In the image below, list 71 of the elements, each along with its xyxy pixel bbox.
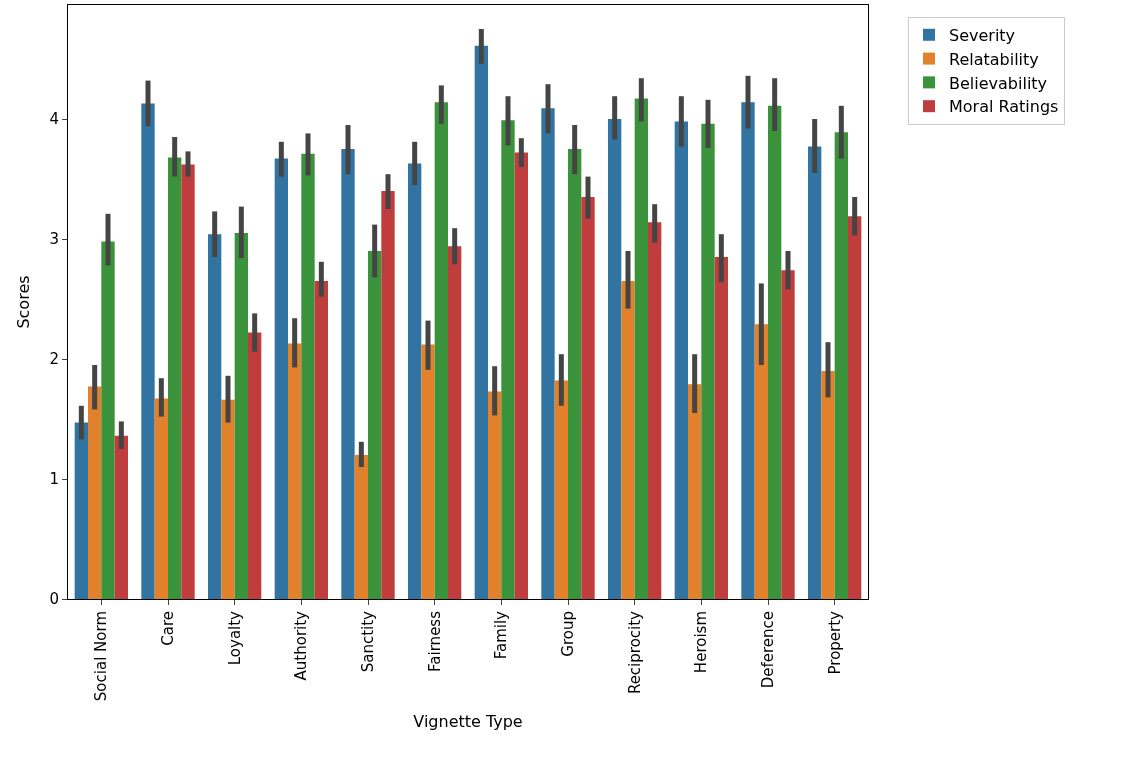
bar: [488, 391, 502, 599]
bar: [341, 149, 355, 599]
x-tick-label: Authority: [292, 610, 311, 681]
bar: [621, 281, 635, 599]
bar: [634, 98, 648, 599]
bar: [848, 216, 862, 599]
bar: [208, 234, 222, 599]
x-tick-label: Property: [825, 610, 844, 675]
x-tick-label: Sanctity: [358, 610, 377, 673]
bar: [408, 163, 422, 599]
bar: [514, 152, 528, 599]
legend-label: Relatability: [949, 49, 1039, 69]
bar: [688, 384, 702, 599]
bar: [448, 246, 462, 599]
bar: [808, 146, 822, 599]
bar: [741, 102, 755, 599]
x-tick-label: Loyalty: [225, 610, 244, 666]
bar: [714, 257, 728, 599]
x-tick-label: Family: [492, 610, 511, 660]
bar: [354, 455, 368, 599]
bar: [141, 103, 155, 599]
x-tick-label: Reciprocity: [625, 610, 644, 695]
bar: [181, 164, 195, 599]
y-axis-title: Scores: [14, 275, 34, 329]
x-tick-label: Heroism: [692, 611, 711, 674]
bar: [568, 149, 582, 599]
bar: [301, 153, 315, 599]
x-axis-title: Vignette Type: [413, 711, 523, 731]
bar: [314, 281, 328, 599]
bar: [541, 108, 555, 599]
bar: [154, 398, 168, 599]
legend-label: Believability: [949, 73, 1048, 93]
bar: [754, 324, 768, 599]
y-tick-label: 0: [49, 590, 59, 609]
y-tick-label: 2: [49, 350, 59, 369]
bar: [608, 119, 622, 599]
bar: [288, 343, 302, 599]
bar: [381, 191, 395, 599]
legend-label: Moral Ratings: [949, 97, 1059, 117]
bar: [701, 123, 715, 599]
y-tick-label: 3: [49, 230, 59, 249]
x-tick-label: Fairness: [425, 610, 444, 672]
bar: [74, 422, 88, 599]
bar: [501, 120, 515, 599]
bar: [581, 197, 595, 599]
bar: [101, 241, 115, 599]
bar: [248, 332, 262, 599]
x-tick-label: Social Norm: [92, 611, 111, 702]
bar: [168, 157, 182, 599]
y-tick-label: 1: [49, 470, 59, 489]
bar: [768, 105, 782, 599]
legend-label: Severity: [949, 26, 1016, 46]
bar: [368, 251, 382, 599]
bar: [834, 132, 848, 599]
bar: [221, 399, 235, 599]
bar: [88, 386, 102, 599]
x-tick-label: Deference: [758, 611, 777, 689]
bar: [421, 344, 435, 599]
x-tick-label: Care: [158, 611, 177, 646]
y-tick-label: 4: [49, 110, 59, 129]
bar: [474, 45, 488, 599]
bar: [234, 233, 248, 599]
bar: [821, 371, 835, 599]
bar: [781, 270, 795, 599]
bar: [114, 435, 128, 599]
bar: [674, 121, 688, 599]
x-tick-label: Group: [558, 611, 577, 657]
bar: [648, 222, 662, 599]
bar: [554, 380, 568, 599]
bar: [434, 102, 448, 599]
bar: [274, 158, 288, 599]
